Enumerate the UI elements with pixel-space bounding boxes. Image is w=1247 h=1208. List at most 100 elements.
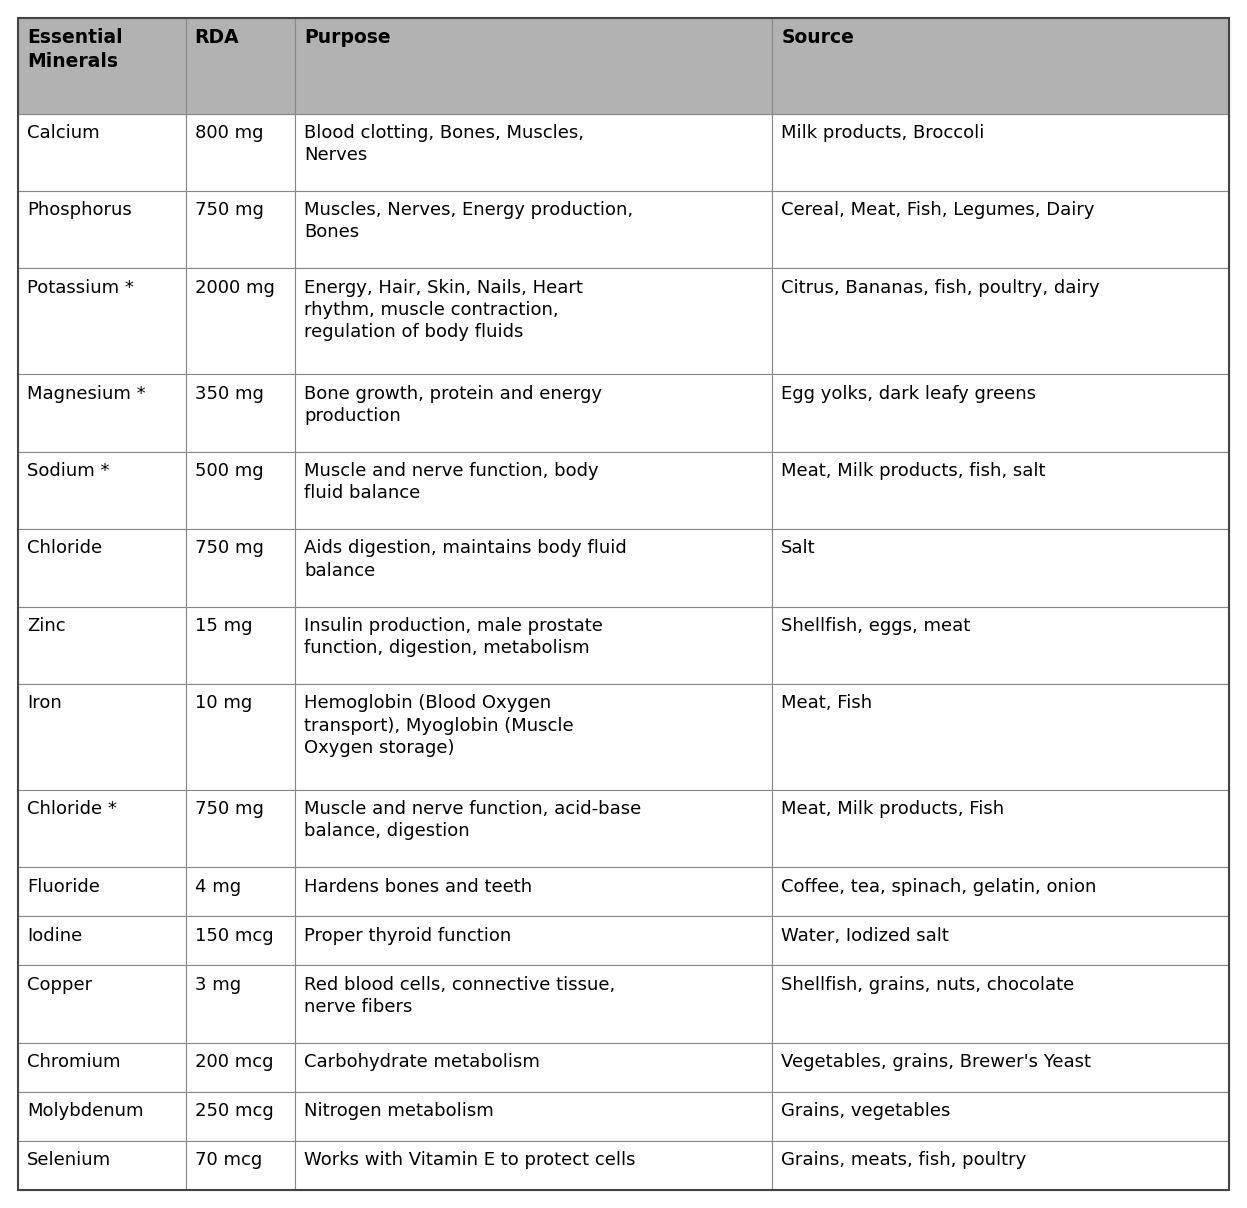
Bar bbox=[186, 1043, 296, 1092]
Text: Meat, Milk products, fish, salt: Meat, Milk products, fish, salt bbox=[781, 461, 1046, 480]
Bar bbox=[17, 867, 186, 917]
Bar bbox=[17, 529, 186, 606]
Text: 15 mg: 15 mg bbox=[195, 617, 252, 635]
Bar bbox=[186, 965, 296, 1043]
Bar bbox=[772, 1092, 1230, 1140]
Text: Shellfish, grains, nuts, chocolate: Shellfish, grains, nuts, chocolate bbox=[781, 976, 1075, 994]
Bar bbox=[296, 191, 772, 268]
Text: 10 mg: 10 mg bbox=[195, 695, 252, 713]
Bar bbox=[772, 452, 1230, 529]
Text: 150 mcg: 150 mcg bbox=[195, 927, 273, 945]
Bar bbox=[772, 18, 1230, 114]
Bar bbox=[186, 18, 296, 114]
Bar bbox=[296, 606, 772, 684]
Text: Source: Source bbox=[781, 28, 854, 47]
Bar bbox=[17, 374, 186, 452]
Text: 750 mg: 750 mg bbox=[195, 202, 263, 220]
Bar bbox=[186, 114, 296, 191]
Text: 4 mg: 4 mg bbox=[195, 878, 241, 895]
Bar bbox=[296, 965, 772, 1043]
Text: Phosphorus: Phosphorus bbox=[27, 202, 132, 220]
Text: Iron: Iron bbox=[27, 695, 62, 713]
Text: Aids digestion, maintains body fluid
balance: Aids digestion, maintains body fluid bal… bbox=[304, 540, 627, 580]
Text: 500 mg: 500 mg bbox=[195, 461, 263, 480]
Text: Proper thyroid function: Proper thyroid function bbox=[304, 927, 511, 945]
Bar bbox=[772, 790, 1230, 867]
Text: Meat, Fish: Meat, Fish bbox=[781, 695, 872, 713]
Text: Chloride *: Chloride * bbox=[27, 800, 117, 818]
Text: Egg yolks, dark leafy greens: Egg yolks, dark leafy greens bbox=[781, 384, 1036, 402]
Bar bbox=[296, 268, 772, 374]
Text: Essential
Minerals: Essential Minerals bbox=[27, 28, 122, 71]
Text: Selenium: Selenium bbox=[27, 1151, 111, 1169]
Bar bbox=[296, 114, 772, 191]
Bar bbox=[296, 1092, 772, 1140]
Bar bbox=[296, 1043, 772, 1092]
Bar bbox=[17, 452, 186, 529]
Bar bbox=[186, 684, 296, 790]
Bar bbox=[17, 684, 186, 790]
Text: 800 mg: 800 mg bbox=[195, 124, 263, 141]
Bar bbox=[186, 606, 296, 684]
Bar bbox=[772, 1140, 1230, 1190]
Text: Chloride: Chloride bbox=[27, 540, 102, 557]
Bar bbox=[186, 790, 296, 867]
Text: Iodine: Iodine bbox=[27, 927, 82, 945]
Bar bbox=[296, 917, 772, 965]
Bar bbox=[186, 529, 296, 606]
Bar bbox=[17, 1140, 186, 1190]
Bar bbox=[186, 1140, 296, 1190]
Bar bbox=[296, 1140, 772, 1190]
Text: Shellfish, eggs, meat: Shellfish, eggs, meat bbox=[781, 617, 970, 635]
Text: 2000 mg: 2000 mg bbox=[195, 279, 274, 297]
Text: Magnesium *: Magnesium * bbox=[27, 384, 146, 402]
Text: 70 mcg: 70 mcg bbox=[195, 1151, 262, 1169]
Bar bbox=[17, 268, 186, 374]
Bar bbox=[772, 374, 1230, 452]
Bar bbox=[772, 606, 1230, 684]
Text: Vegetables, grains, Brewer's Yeast: Vegetables, grains, Brewer's Yeast bbox=[781, 1053, 1091, 1071]
Text: Fluoride: Fluoride bbox=[27, 878, 100, 895]
Text: 750 mg: 750 mg bbox=[195, 540, 263, 557]
Bar bbox=[186, 1092, 296, 1140]
Text: Chromium: Chromium bbox=[27, 1053, 121, 1071]
Bar bbox=[296, 790, 772, 867]
Bar bbox=[186, 191, 296, 268]
Bar bbox=[772, 867, 1230, 917]
Text: Grains, meats, fish, poultry: Grains, meats, fish, poultry bbox=[781, 1151, 1026, 1169]
Bar bbox=[17, 606, 186, 684]
Text: Milk products, Broccoli: Milk products, Broccoli bbox=[781, 124, 985, 141]
Bar bbox=[17, 1092, 186, 1140]
Bar bbox=[772, 529, 1230, 606]
Text: Red blood cells, connective tissue,
nerve fibers: Red blood cells, connective tissue, nerv… bbox=[304, 976, 616, 1016]
Text: 200 mcg: 200 mcg bbox=[195, 1053, 273, 1071]
Bar bbox=[186, 917, 296, 965]
Text: Works with Vitamin E to protect cells: Works with Vitamin E to protect cells bbox=[304, 1151, 636, 1169]
Bar bbox=[772, 684, 1230, 790]
Text: Nitrogen metabolism: Nitrogen metabolism bbox=[304, 1102, 494, 1120]
Bar bbox=[17, 191, 186, 268]
Bar bbox=[17, 917, 186, 965]
Text: Bone growth, protein and energy
production: Bone growth, protein and energy producti… bbox=[304, 384, 602, 425]
Text: Muscles, Nerves, Energy production,
Bones: Muscles, Nerves, Energy production, Bone… bbox=[304, 202, 633, 242]
Text: Molybdenum: Molybdenum bbox=[27, 1102, 143, 1120]
Text: 250 mcg: 250 mcg bbox=[195, 1102, 273, 1120]
Text: Water, Iodized salt: Water, Iodized salt bbox=[781, 927, 949, 945]
Text: Salt: Salt bbox=[781, 540, 816, 557]
Bar bbox=[772, 1043, 1230, 1092]
Bar bbox=[296, 867, 772, 917]
Text: Meat, Milk products, Fish: Meat, Milk products, Fish bbox=[781, 800, 1004, 818]
Text: Sodium *: Sodium * bbox=[27, 461, 110, 480]
Bar bbox=[296, 18, 772, 114]
Text: RDA: RDA bbox=[195, 28, 239, 47]
Text: Carbohydrate metabolism: Carbohydrate metabolism bbox=[304, 1053, 540, 1071]
Bar bbox=[772, 114, 1230, 191]
Bar bbox=[17, 790, 186, 867]
Bar bbox=[17, 1043, 186, 1092]
Text: Cereal, Meat, Fish, Legumes, Dairy: Cereal, Meat, Fish, Legumes, Dairy bbox=[781, 202, 1095, 220]
Text: Copper: Copper bbox=[27, 976, 92, 994]
Text: Energy, Hair, Skin, Nails, Heart
rhythm, muscle contraction,
regulation of body : Energy, Hair, Skin, Nails, Heart rhythm,… bbox=[304, 279, 584, 341]
Text: Purpose: Purpose bbox=[304, 28, 392, 47]
Bar bbox=[296, 374, 772, 452]
Bar bbox=[296, 452, 772, 529]
